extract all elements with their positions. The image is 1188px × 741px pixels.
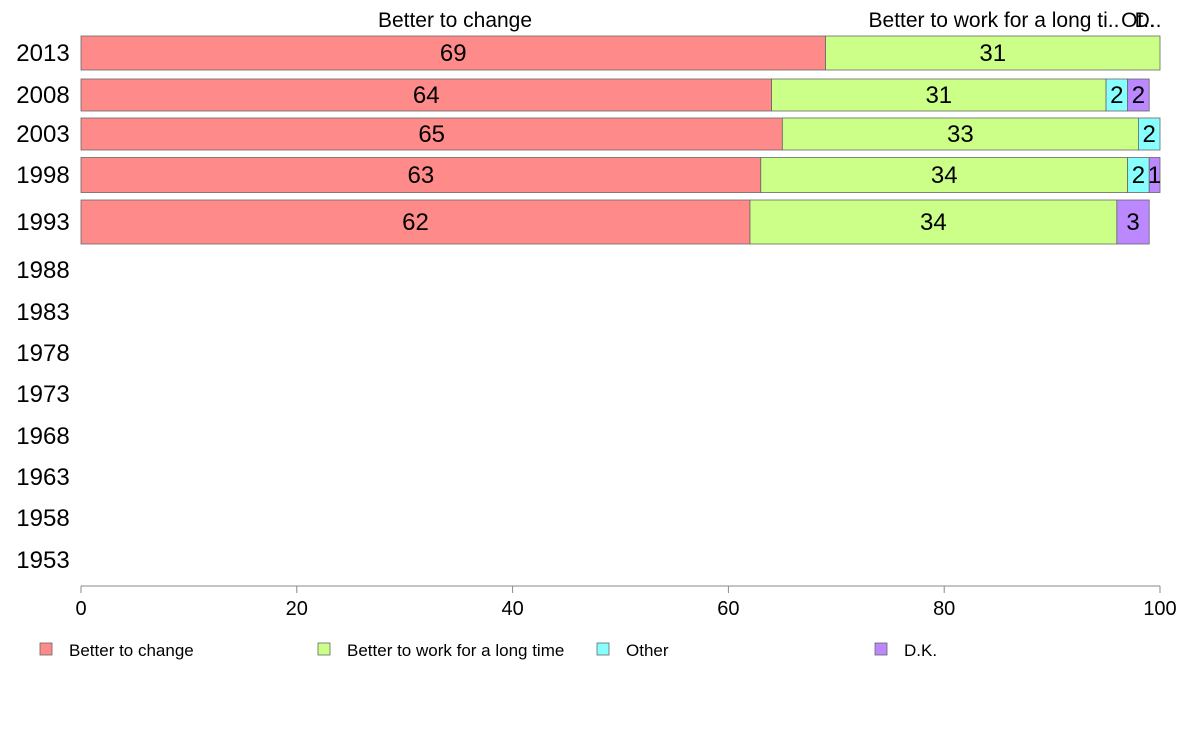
- legend-label-3: D.K.: [904, 641, 937, 660]
- bar-1993-series-3: [1116, 199, 1150, 245]
- x-tick-label-60: 60: [717, 598, 739, 620]
- bar-2003-series-2: [1138, 117, 1161, 151]
- value-label-1993-series-1: 34: [920, 209, 947, 236]
- value-label-2003-series-0: 65: [418, 121, 445, 148]
- x-tick-label-20: 20: [286, 598, 308, 620]
- x-tick-label-100: 100: [1143, 598, 1176, 620]
- top-label-0: Better to change: [378, 9, 532, 32]
- year-label-1963: 1963: [16, 464, 69, 491]
- value-label-2008-series-0: 64: [413, 82, 440, 109]
- value-label-2013-series-1: 31: [979, 40, 1006, 67]
- value-label-1998-series-0: 63: [408, 162, 435, 189]
- top-label-2: Ot..: [1121, 9, 1155, 32]
- legend-swatch-3: [874, 642, 888, 656]
- value-label-1993-series-0: 62: [402, 209, 429, 236]
- bar-2008-series-1: [771, 78, 1107, 112]
- bar-2013-series-0: [80, 35, 826, 71]
- value-label-2013-series-0: 69: [440, 40, 467, 67]
- bar-2008-series-0: [80, 78, 772, 112]
- legend-swatch-0: [39, 642, 53, 656]
- value-label-2008-series-1: 31: [925, 82, 952, 109]
- value-label-2008-series-2: 2: [1110, 82, 1123, 109]
- year-label-1983: 1983: [16, 299, 69, 326]
- bar-1993-series-0: [80, 199, 751, 245]
- top-label-1: Better to work for a long ti..: [869, 9, 1120, 32]
- value-label-2003-series-2: 2: [1143, 121, 1156, 148]
- legend-label-0: Better to change: [69, 641, 194, 660]
- x-tick-label-40: 40: [501, 598, 523, 620]
- value-label-2008-series-3: 2: [1132, 82, 1145, 109]
- year-label-2008: 2008: [16, 82, 69, 109]
- value-label-1998-series-1: 34: [931, 162, 958, 189]
- bar-1998-series-3: [1148, 157, 1161, 193]
- bar-1998-series-1: [760, 157, 1129, 193]
- year-label-2003: 2003: [16, 121, 69, 148]
- year-label-1993: 1993: [16, 209, 69, 236]
- value-label-1998-series-3: 1: [1148, 162, 1161, 189]
- value-label-1998-series-2: 2: [1132, 162, 1145, 189]
- value-label-1993-series-3: 3: [1126, 209, 1139, 236]
- year-label-2013: 2013: [16, 40, 69, 67]
- year-label-1953: 1953: [16, 547, 69, 574]
- year-label-1958: 1958: [16, 505, 69, 532]
- legend-label-2: Other: [626, 641, 669, 660]
- bar-2003-series-1: [781, 117, 1139, 151]
- bar-2003-series-0: [80, 117, 783, 151]
- x-tick-label-0: 0: [75, 598, 86, 620]
- legend-swatch-1: [317, 642, 331, 656]
- x-tick-label-80: 80: [933, 598, 955, 620]
- bar-1998-series-0: [80, 157, 762, 193]
- year-label-1978: 1978: [16, 340, 69, 367]
- bar-2013-series-1: [825, 35, 1161, 71]
- year-label-1998: 1998: [16, 162, 69, 189]
- year-label-1973: 1973: [16, 381, 69, 408]
- year-label-1988: 1988: [16, 257, 69, 284]
- value-label-2003-series-1: 33: [947, 121, 974, 148]
- top-label-3: D..: [1135, 9, 1162, 32]
- legend-swatch-2: [596, 642, 610, 656]
- year-label-1968: 1968: [16, 423, 69, 450]
- bar-2008-series-3: [1127, 78, 1150, 112]
- legend-label-1: Better to work for a long time: [347, 641, 564, 660]
